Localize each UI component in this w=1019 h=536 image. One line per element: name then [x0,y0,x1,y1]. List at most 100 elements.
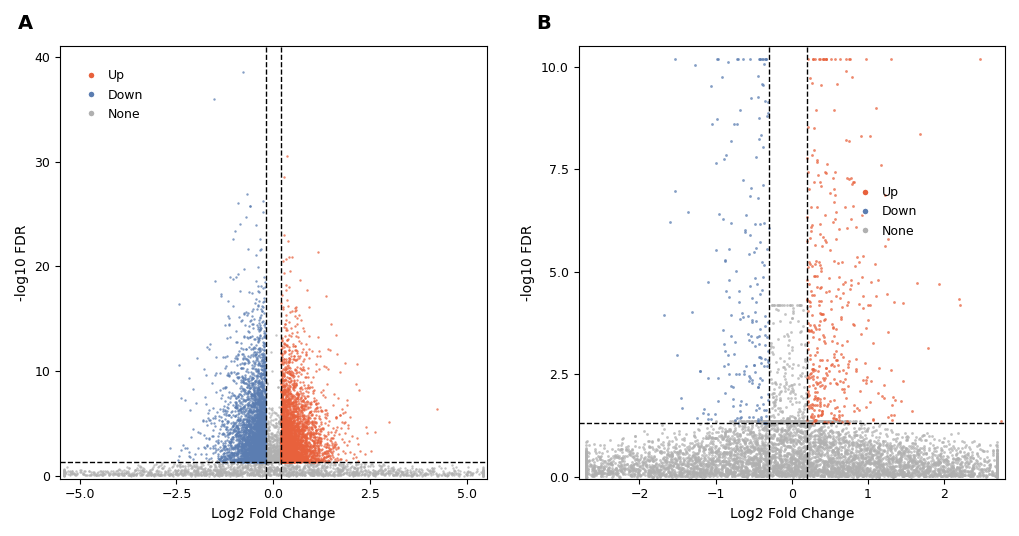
Point [253,449,269,458]
Point [235,410,252,418]
Point [845,438,861,447]
Point [828,446,845,455]
Point [307,405,323,414]
Point [275,436,291,445]
Point [205,449,221,458]
Point [324,453,340,461]
Point [274,438,290,447]
Point [811,425,827,433]
Point [790,452,806,460]
Point [240,383,257,392]
Point [874,453,891,462]
Point [111,465,127,474]
Point [988,455,1005,463]
Point [284,440,301,448]
Point [284,435,301,444]
Point [257,452,273,460]
Point [272,455,288,463]
Point [907,470,923,479]
Point [278,464,294,472]
Point [276,437,292,445]
Point [213,454,229,463]
Point [770,464,787,472]
Point [257,454,273,463]
Point [884,453,901,461]
Point [338,470,355,478]
Point [138,471,154,479]
Point [857,472,873,481]
Point [253,431,269,440]
Point [293,444,310,452]
Point [694,470,710,478]
Point [261,440,277,449]
Point [920,466,936,474]
Point [665,54,682,63]
Point [306,470,322,479]
Point [591,455,607,463]
Point [231,455,248,464]
Point [211,466,227,475]
Point [273,452,289,460]
Point [578,465,594,473]
Point [255,456,271,464]
Point [140,467,156,476]
Point [275,389,291,398]
Point [130,469,147,478]
Point [281,412,298,420]
Point [958,457,974,465]
Point [274,391,290,399]
Point [758,472,774,481]
Point [727,456,743,465]
Point [700,434,716,442]
Point [931,450,948,459]
Point [287,464,304,473]
Point [303,400,319,408]
Point [612,460,629,469]
Point [787,445,803,454]
Point [248,404,264,413]
Point [848,471,864,480]
Point [768,425,785,433]
Point [869,467,886,475]
Point [257,450,273,458]
Point [301,446,317,455]
Point [224,433,240,441]
Point [734,425,750,433]
Point [309,468,325,477]
Point [127,471,144,479]
Point [275,448,291,456]
Point [281,451,298,459]
Point [279,435,296,444]
Point [965,468,981,477]
Point [776,468,793,477]
Point [792,463,808,472]
Point [251,438,267,446]
Point [56,467,72,476]
Point [234,394,251,403]
Point [888,457,904,465]
Point [289,424,306,433]
Point [317,432,333,441]
Point [738,463,754,472]
Point [578,471,594,479]
Point [412,469,428,478]
Point [248,419,264,428]
Point [803,427,819,436]
Point [242,430,258,439]
Point [247,456,263,464]
Point [184,467,201,476]
Point [684,451,700,459]
Point [224,449,240,458]
Point [167,470,183,479]
Point [794,451,810,459]
Point [262,455,278,464]
Point [285,430,302,439]
Point [249,418,265,426]
Point [253,452,269,460]
Point [834,443,850,451]
Point [934,466,951,474]
Point [955,466,971,474]
Point [908,445,924,453]
Point [176,468,193,477]
Point [763,454,780,463]
